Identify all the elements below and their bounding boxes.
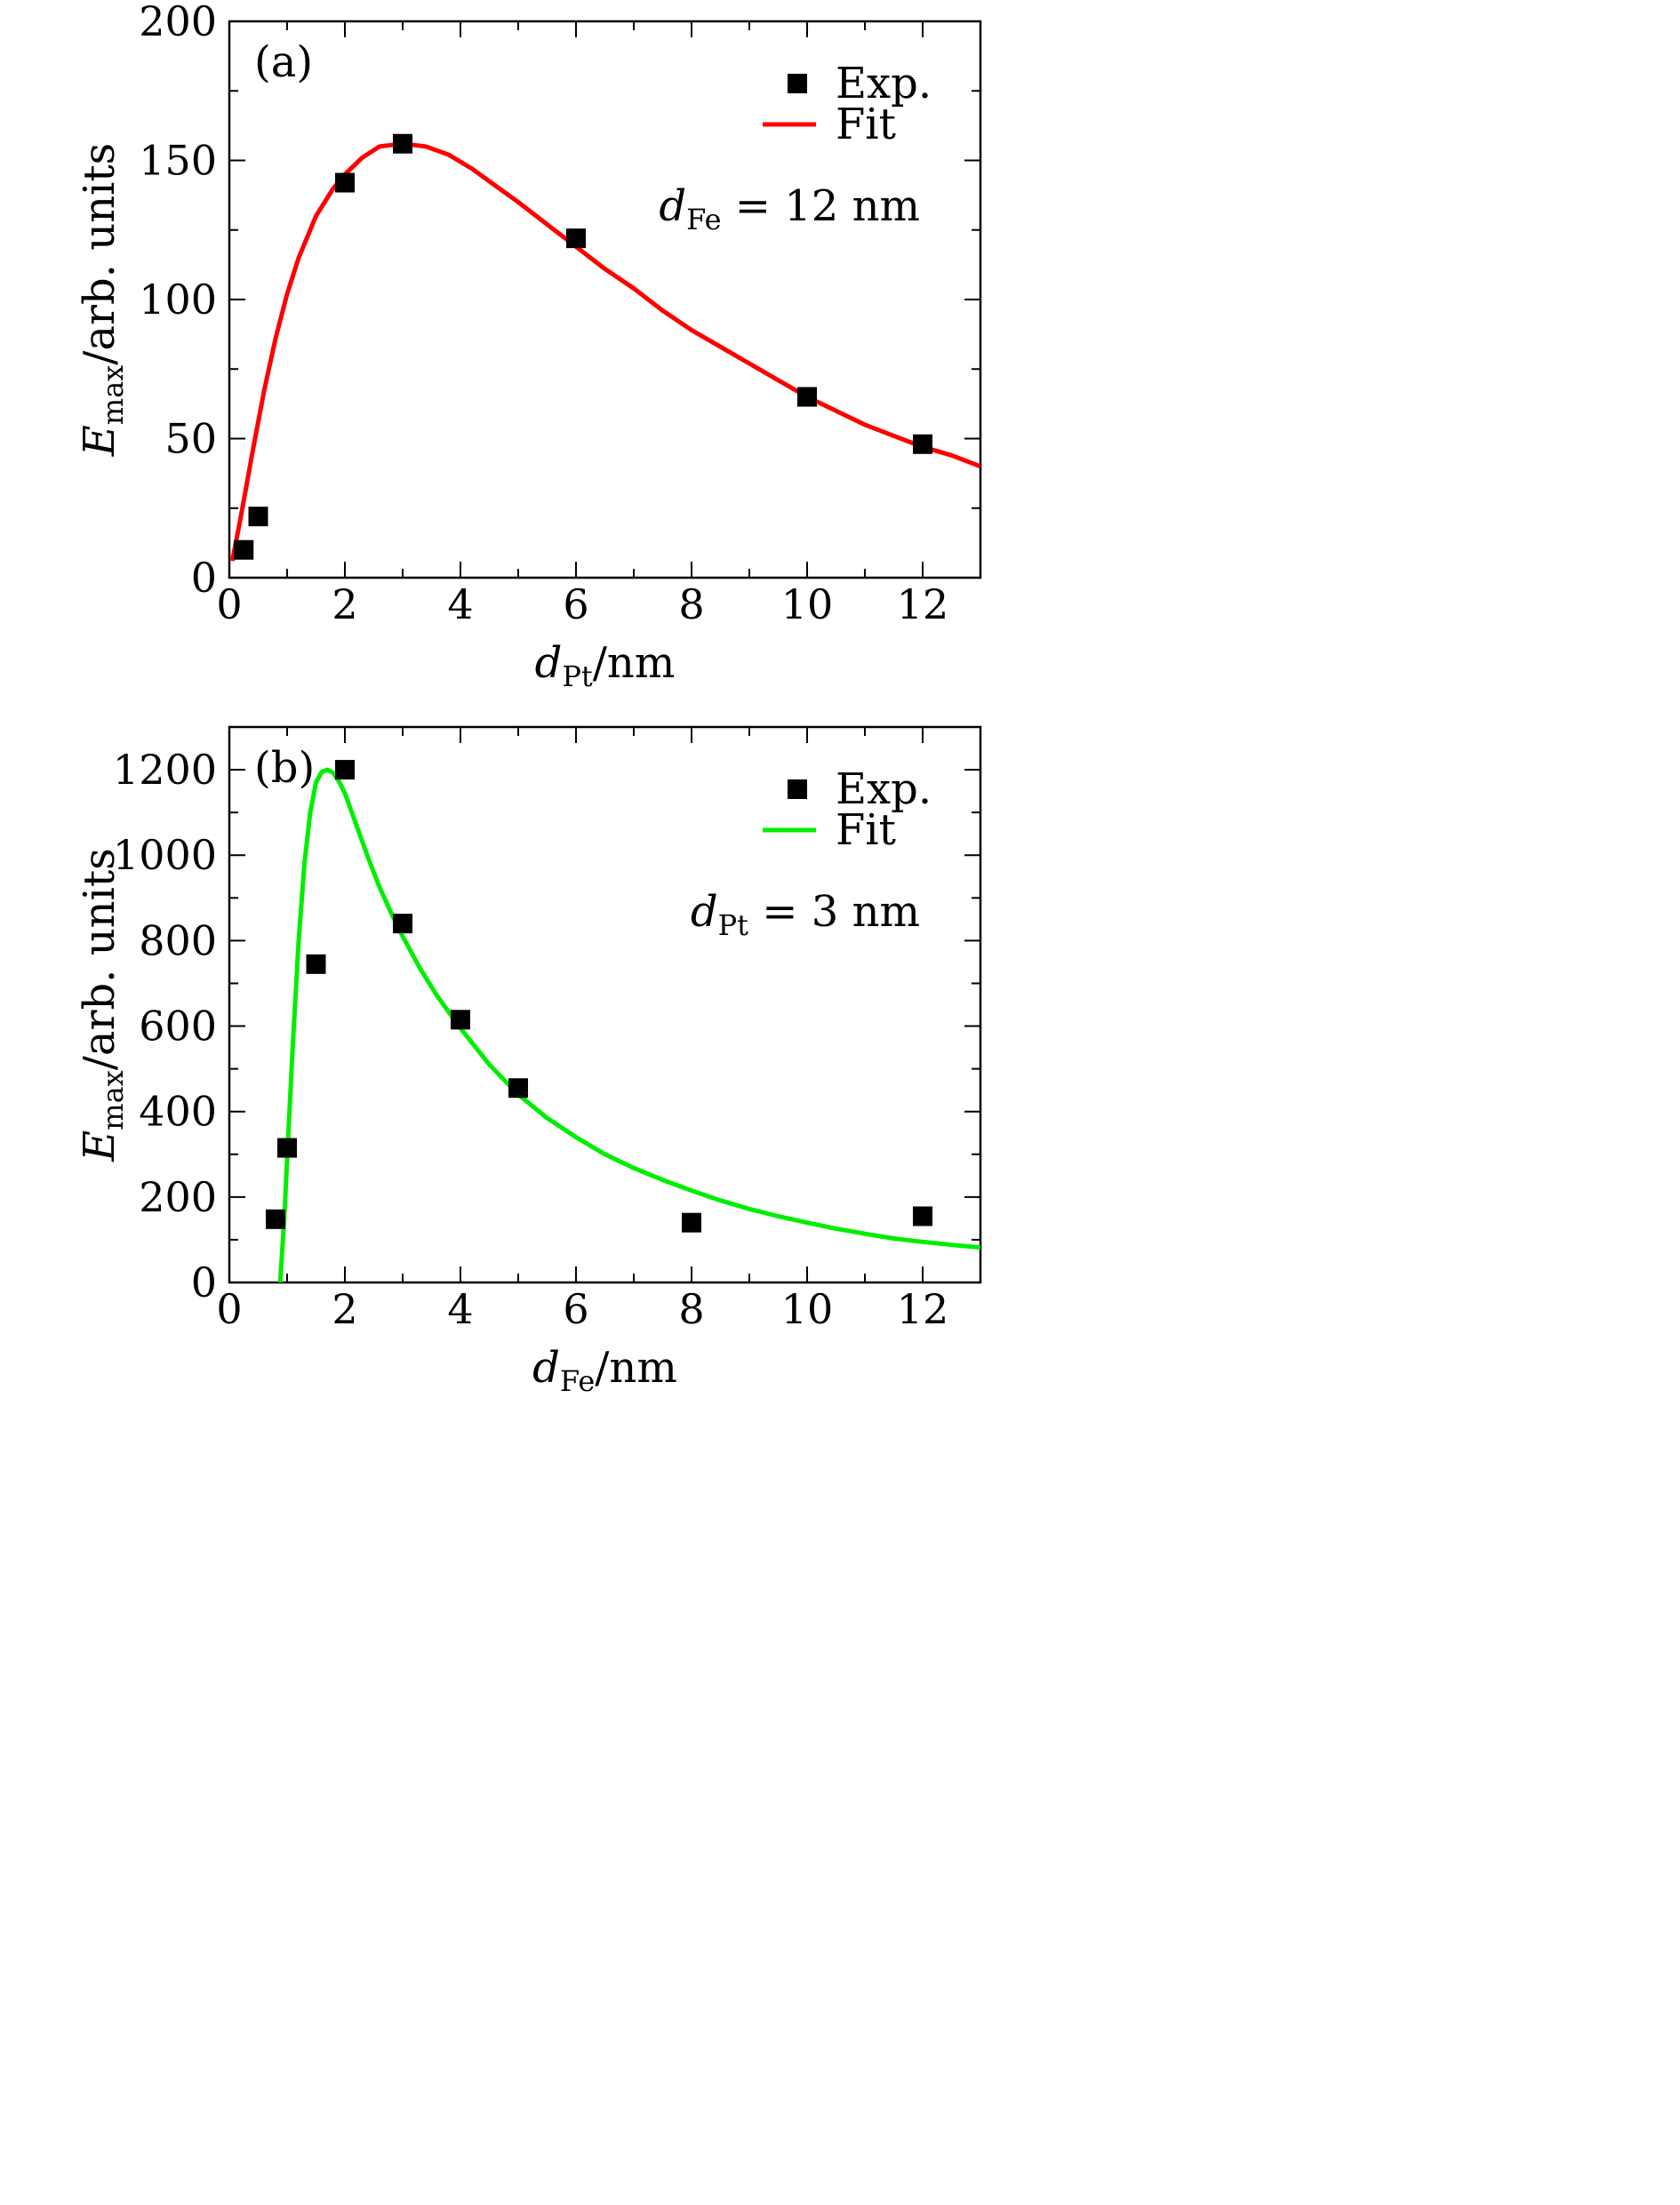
y-tick-label: 100: [139, 276, 217, 324]
exp-data-point: [913, 434, 932, 454]
fit-curve: [229, 141, 980, 562]
y-axis-label: Emax/arb. units: [75, 848, 130, 1162]
x-tick-label: 10: [781, 1285, 834, 1333]
exp-data-point: [797, 387, 817, 407]
exp-data-point: [266, 1209, 285, 1229]
x-tick-label: 12: [897, 580, 949, 628]
panel-b: 0 2 4 6 8 10 12 0 200 400 600 800 1000 1200 dFe/nm Emax…: [75, 725, 982, 1398]
plot-frame: [228, 725, 982, 1284]
y-tick-label: 600: [139, 1003, 217, 1051]
y-tick-label: 0: [191, 554, 217, 602]
exp-data-point: [913, 1206, 932, 1226]
x-axis-label: dFe/nm: [532, 1343, 677, 1398]
legend-fit-label: Fit: [836, 100, 896, 149]
exp-data-point: [335, 760, 355, 780]
legend-exp-marker: [788, 74, 807, 93]
x-tick-label: 8: [678, 1285, 704, 1333]
x-tick-label: 2: [332, 580, 357, 628]
y-tick-label: 200: [139, 0, 217, 45]
x-tick-label: 2: [332, 1285, 357, 1333]
y-tick-label: 50: [164, 415, 217, 463]
x-tick-label: 6: [563, 1285, 588, 1333]
x-tick-label: 0: [216, 1285, 242, 1333]
legend-exp-marker: [788, 779, 807, 799]
x-tick-label: 8: [678, 580, 704, 628]
x-tick-label: 4: [447, 1285, 473, 1333]
fit-curve: [277, 767, 980, 1282]
thickness-annotation: dPt = 3 nm: [691, 887, 920, 942]
panel-label: (a): [254, 37, 313, 87]
exp-data-point: [277, 1138, 297, 1158]
x-tick-label: 0: [216, 580, 242, 628]
legend-fit-label: Fit: [836, 805, 896, 855]
y-tick-label: 400: [139, 1088, 217, 1136]
x-axis-label: dPt/nm: [535, 638, 676, 693]
x-tick-label: 12: [897, 1285, 949, 1333]
x-tick-label: 10: [781, 580, 834, 628]
y-tick-label: 800: [139, 916, 217, 964]
exp-data-point: [451, 1010, 470, 1030]
exp-data-point: [508, 1078, 528, 1099]
exp-data-point: [234, 539, 254, 560]
x-tick-label: 6: [563, 580, 588, 628]
legend-exp-label: Exp.: [836, 764, 932, 814]
exp-data-point: [248, 507, 268, 527]
y-tick-label: 150: [139, 137, 217, 185]
y-axis-label: Emax/arb. units: [75, 143, 130, 458]
legend-exp-label: Exp.: [836, 59, 932, 108]
exp-data-point: [306, 954, 326, 974]
exp-data-point: [566, 228, 586, 249]
y-tick-label: 1200: [113, 746, 217, 794]
panel-a: 0 2 4 6 8 10 12 0 50 100 150 200 dPt/nm Emax/arb. uni…: [75, 0, 982, 693]
exp-data-point: [682, 1212, 701, 1233]
exp-data-point: [335, 172, 355, 193]
panel-label: (b): [254, 743, 315, 793]
exp-data-point: [393, 133, 412, 154]
exp-data-point: [393, 914, 412, 934]
thickness-annotation: dFe = 12 nm: [659, 181, 920, 236]
y-tick-label: 0: [191, 1258, 217, 1306]
y-tick-label: 200: [139, 1173, 217, 1221]
y-tick-label: 1000: [113, 831, 217, 879]
x-tick-label: 4: [447, 580, 473, 628]
